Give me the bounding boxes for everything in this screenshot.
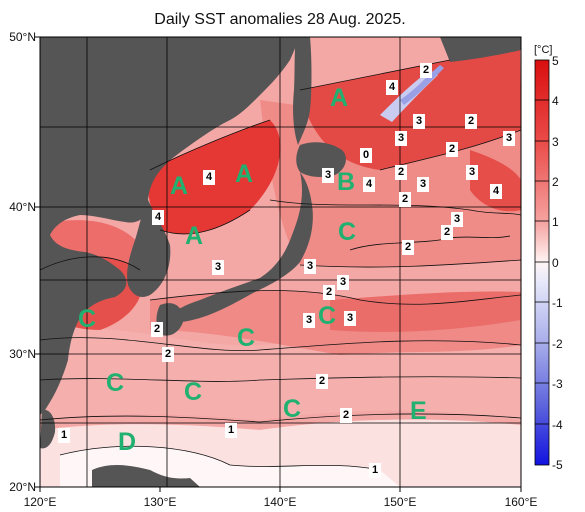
region-label-a: A <box>185 222 204 250</box>
cold-streak-2 <box>400 65 444 105</box>
lat-label-20n: 20°N <box>9 480 36 494</box>
contour-value-label: 0 <box>360 148 373 163</box>
warm-band-east <box>330 291 521 332</box>
contour-value-label: 4 <box>203 170 216 185</box>
region-label-c: C <box>318 302 337 330</box>
land-honshu <box>168 172 313 323</box>
contour-value-label: 3 <box>212 260 225 275</box>
contour-value-label: 4 <box>490 184 503 199</box>
land-asia-mainland <box>40 37 300 415</box>
region-label-a: A <box>170 172 189 200</box>
lat-label-30n: 30°N <box>9 347 36 361</box>
colorbar-unit: [°C] <box>534 44 553 56</box>
lat-label-40n: 40°N <box>9 200 36 214</box>
contour-value-label: 3 <box>417 177 430 192</box>
region-label-e: E <box>410 397 427 425</box>
land-kamchatka-kurils <box>440 37 521 62</box>
contour-value-label: 2 <box>420 63 433 78</box>
colorbar-tick-3: 3 <box>552 135 559 149</box>
colorbar-tick-neg1: -1 <box>552 296 563 310</box>
colorbar-tick-neg3: -3 <box>552 377 563 391</box>
lon-label-140e: 140°E <box>263 495 297 509</box>
region-label-c: C <box>106 369 125 397</box>
region-label-d: D <box>118 428 137 456</box>
lon-label-160e: 160°E <box>504 495 538 509</box>
contour-value-label: 1 <box>58 428 71 443</box>
contour-value-label: 2 <box>441 225 454 240</box>
colorbar-tick-5: 5 <box>552 54 559 68</box>
contour-value-label: 3 <box>503 131 516 146</box>
colorbar-tick-neg5: -5 <box>552 458 563 472</box>
region-label-c: C <box>184 378 203 406</box>
contour-value-label: 2 <box>316 374 329 389</box>
contour-value-label: 2 <box>323 285 336 300</box>
contour-value-label: 1 <box>369 463 382 478</box>
colorbar-tick-1: 1 <box>552 215 559 229</box>
contour-value-label: 3 <box>344 311 357 326</box>
lat-label-50n: 50°N <box>9 30 36 44</box>
contour-value-label: 4 <box>386 80 399 95</box>
lon-label-130e: 130°E <box>143 495 177 509</box>
region-label-c: C <box>338 218 357 246</box>
region-label-b: B <box>337 168 356 196</box>
land-kyushu <box>156 303 184 336</box>
colorbar-tick-4: 4 <box>552 94 559 108</box>
colorbar-tick-neg4: -4 <box>552 418 563 432</box>
lon-label-120e: 120°E <box>23 495 57 509</box>
contour-value-label: 2 <box>151 322 164 337</box>
contour-value-label: 2 <box>465 114 478 129</box>
strong-warm-oyashio <box>300 45 521 170</box>
contour-value-label: 2 <box>395 165 408 180</box>
contour-value-label: 3 <box>322 168 335 183</box>
contour-value-label: 3 <box>337 275 350 290</box>
contour-value-label: 4 <box>152 210 165 225</box>
contour-value-label: 3 <box>451 212 464 227</box>
contour-value-label: 3 <box>466 165 479 180</box>
contour-value-label: 2 <box>340 408 353 423</box>
contour-value-label: 1 <box>225 423 238 438</box>
contour-value-label: 3 <box>395 131 408 146</box>
contour-value-label: 3 <box>413 114 426 129</box>
colorbar-tick-2: 2 <box>552 175 559 189</box>
colorbar-tick-neg2: -2 <box>552 337 563 351</box>
region-label-a: A <box>235 160 254 188</box>
contour-value-label: 3 <box>303 313 316 328</box>
lon-label-150e: 150°E <box>383 495 417 509</box>
map-title: Daily SST anomalies 28 Aug. 2025. <box>154 11 406 28</box>
land-sakhalin <box>293 37 312 145</box>
contour-value-label: 4 <box>363 177 376 192</box>
contour-value-label: 3 <box>304 259 317 274</box>
colorbar <box>534 59 550 466</box>
colorbar-tick-0: 0 <box>552 256 559 270</box>
contour-value-label: 2 <box>402 240 415 255</box>
region-label-a: A <box>330 84 349 112</box>
region-label-c: C <box>237 324 256 352</box>
strong-warm-northeast <box>470 150 521 212</box>
land-luzon <box>92 465 200 487</box>
region-label-c: C <box>78 305 97 333</box>
contour-value-label: 2 <box>446 142 459 157</box>
contour-value-label: 2 <box>399 192 412 207</box>
region-label-c: C <box>283 395 302 423</box>
contour-value-label: 2 <box>162 347 175 362</box>
